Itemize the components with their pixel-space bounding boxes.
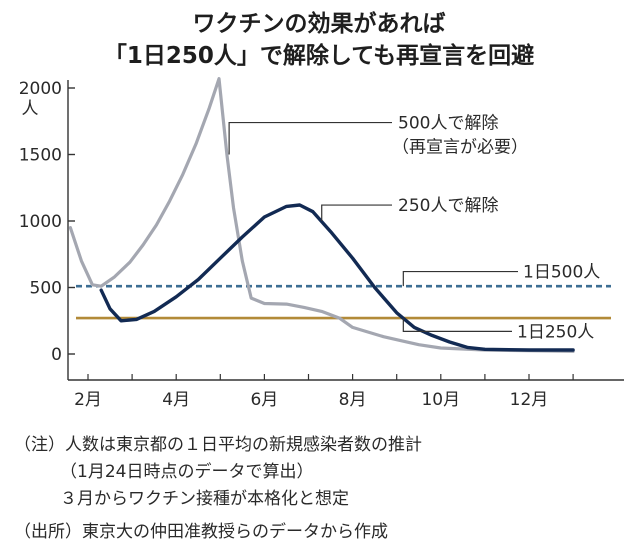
note-line-3: ３月からワクチン接種が本格化と想定 bbox=[60, 489, 349, 509]
y-tick-label-1500: 1500 bbox=[19, 146, 62, 166]
x-tick-label-8: 8月 bbox=[339, 390, 367, 410]
series-line-1 bbox=[99, 203, 575, 352]
y-tick-label-2000: 2000 bbox=[19, 79, 62, 99]
callout-label-ref-250: 1日250人 bbox=[517, 322, 594, 342]
callout-leader-250-release bbox=[321, 204, 392, 221]
callout-leader-500-release bbox=[228, 121, 392, 155]
callout-sublabel-500-release: （再宣言が必要） bbox=[392, 138, 528, 158]
callout-label-500-release: 500人で解除 bbox=[398, 114, 498, 134]
note-line-1: （注）人数は東京都の１日平均の新規感染者数の推計 bbox=[14, 435, 422, 455]
callout-label-250-release: 250人で解除 bbox=[398, 196, 498, 216]
callout-label-ref-500: 1日500人 bbox=[523, 263, 600, 283]
x-tick-label-6: 6月 bbox=[250, 390, 278, 410]
y-unit-label: 人 bbox=[22, 99, 39, 119]
y-tick-label-0: 0 bbox=[51, 345, 62, 365]
x-tick-label-10: 10月 bbox=[421, 390, 460, 410]
x-tick-label-4: 4月 bbox=[162, 390, 190, 410]
chart-title-line1: ワクチンの効果があれば bbox=[192, 11, 446, 37]
callout-leader-ref-500 bbox=[402, 270, 518, 287]
x-tick-label-2: 2月 bbox=[74, 390, 102, 410]
note-line-2: （1月24日時点のデータで算出） bbox=[60, 462, 314, 482]
callout-leader-ref-250 bbox=[402, 318, 512, 332]
y-tick-label-1000: 1000 bbox=[19, 212, 62, 232]
y-tick-label-500: 500 bbox=[30, 279, 62, 299]
series-line-0 bbox=[68, 77, 575, 353]
chart-title-line2: 「1日250人」で解除しても再宣言を回避 bbox=[103, 43, 535, 69]
source-note: （出所）東京大の仲田准教授らのデータから作成 bbox=[14, 522, 388, 542]
x-tick-label-12: 12月 bbox=[510, 390, 549, 410]
